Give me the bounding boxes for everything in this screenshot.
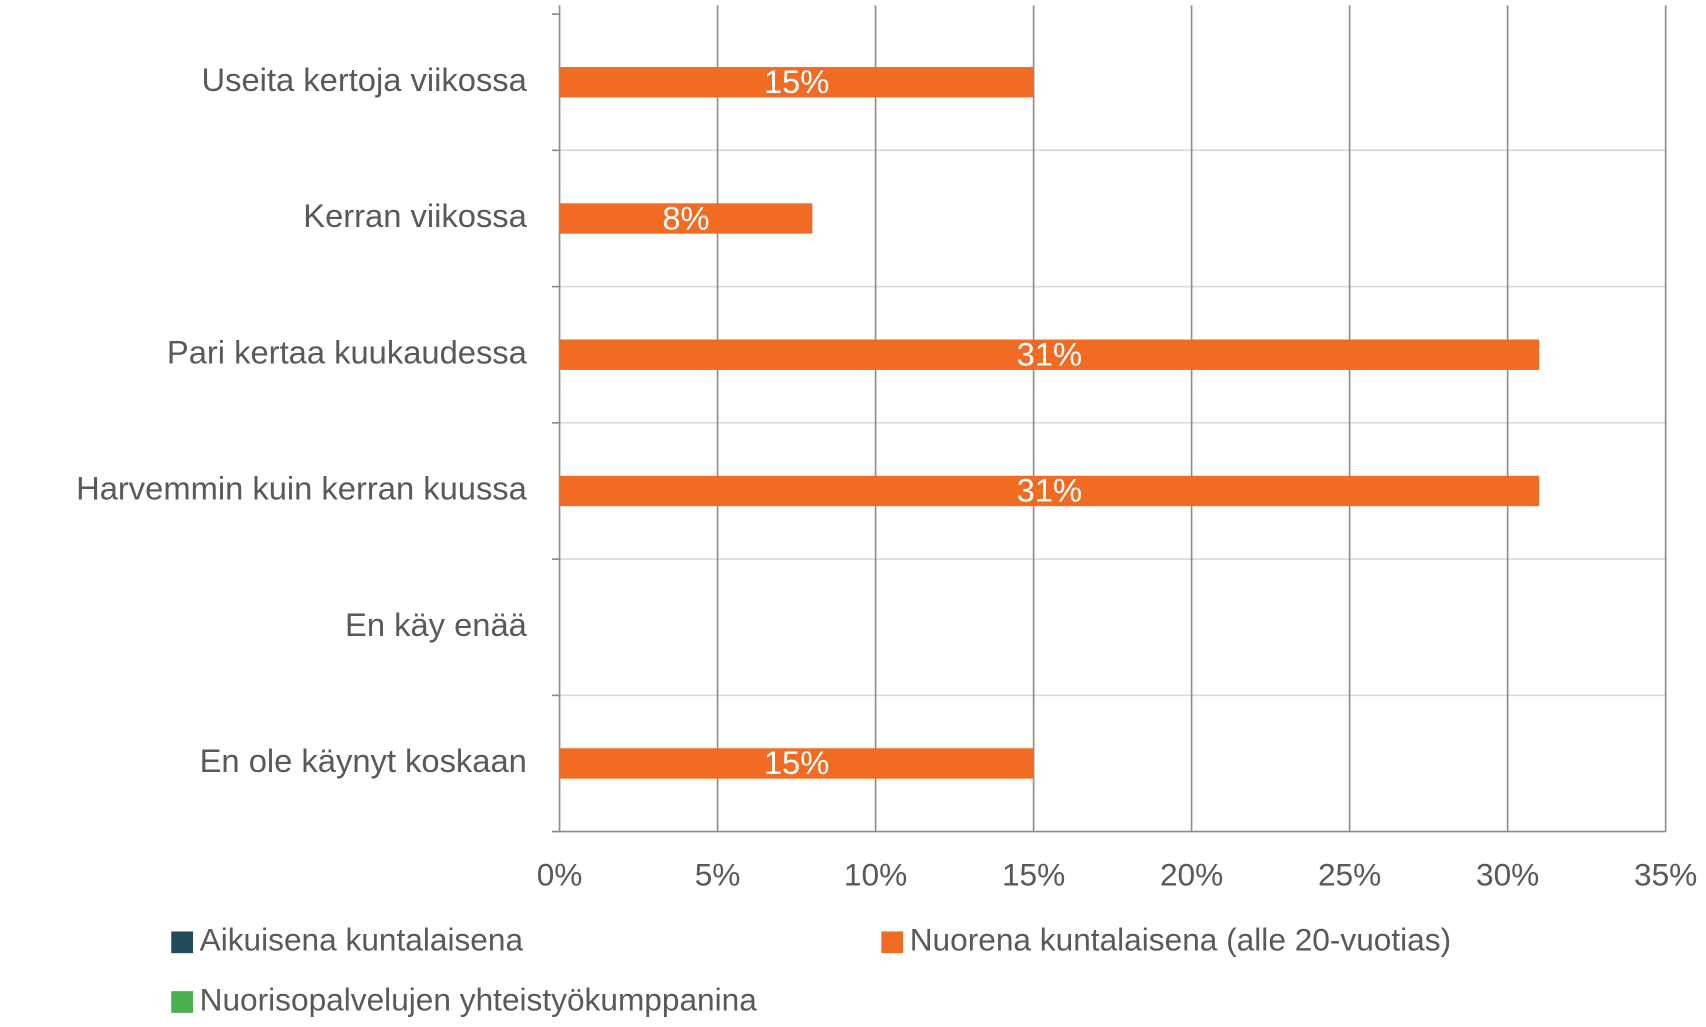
y-tick-label: Harvemmin kuin kerran kuussa	[76, 470, 528, 507]
x-tick-label: 25%	[1318, 857, 1381, 893]
y-tick-label: En käy enää	[345, 606, 528, 643]
bar	[559, 339, 1540, 370]
x-tick-label: 5%	[695, 857, 741, 893]
data-label: 8%	[662, 199, 709, 236]
bar	[559, 203, 813, 234]
y-tick-label: En ole käynyt koskaan	[200, 742, 527, 779]
data-label: 15%	[764, 63, 829, 100]
y-tick-label: Pari kertaa kuukaudessa	[167, 333, 528, 370]
x-tick-label: 30%	[1476, 857, 1539, 893]
bar	[559, 67, 1034, 98]
x-tick-label: 15%	[1002, 857, 1065, 893]
bar	[559, 475, 1540, 507]
legend-swatch	[881, 931, 904, 954]
legend-label: Nuorena kuntalaisena (alle 20-vuotias)	[910, 922, 1451, 958]
data-label: 15%	[764, 744, 829, 781]
legend-swatch	[171, 931, 194, 954]
x-tick-label: 35%	[1634, 857, 1697, 893]
data-label: 31%	[1017, 472, 1082, 509]
legend-label: Aikuisena kuntalaisena	[200, 922, 524, 958]
y-tick-label: Useita kertoja viikossa	[202, 61, 528, 98]
legend-label: Nuorisopalvelujen yhteistyökumppanina	[200, 981, 758, 1017]
legend-swatch	[171, 991, 194, 1013]
x-tick-label: 10%	[844, 857, 907, 893]
x-tick-label: 0%	[537, 857, 583, 893]
data-label: 31%	[1017, 336, 1082, 373]
y-tick-label: Kerran viikossa	[303, 197, 527, 234]
bar	[559, 748, 1034, 779]
x-tick-label: 20%	[1160, 857, 1223, 893]
